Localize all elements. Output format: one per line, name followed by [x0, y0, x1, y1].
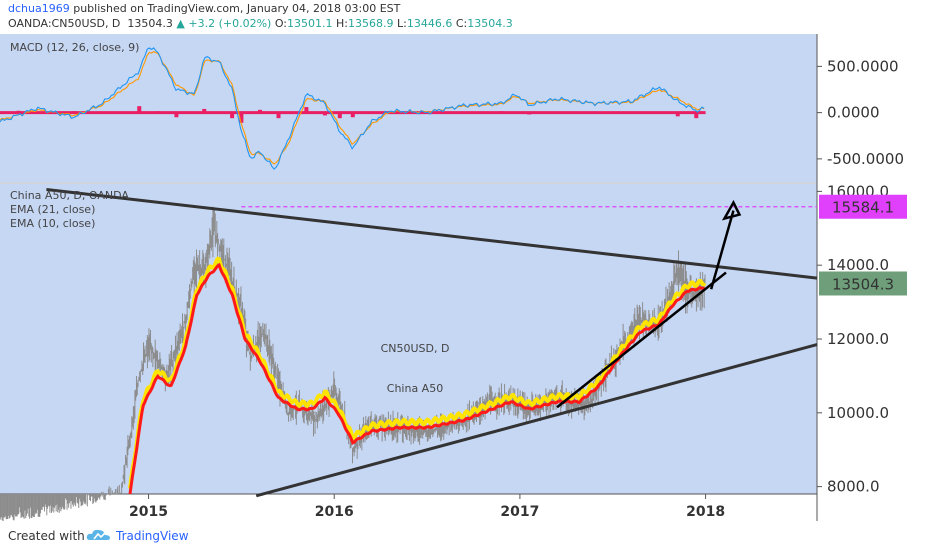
resistance-trendline[interactable]: [46, 188, 818, 280]
name-watermark: China A50: [387, 382, 443, 395]
macd-line: [0, 47, 705, 170]
price-axis-label: 10000.0: [827, 404, 889, 422]
time-axis-label: 2015: [129, 504, 168, 520]
footer: Created with TradingView: [0, 521, 932, 550]
target-price-tag-label: 15584.1: [832, 199, 894, 217]
time-axis-label: 2018: [686, 504, 725, 520]
price-axis-label: 12000.0: [827, 330, 889, 348]
symbol-info: OANDA:CN50USD, D 13504.3 ▲ +3.2 (+0.02%)…: [8, 17, 513, 30]
close-value: 13504.3: [467, 17, 513, 30]
open-label: O:: [274, 17, 287, 30]
publish-header: dchua1969 published on TradingView.com, …: [0, 0, 932, 34]
symbol-label: OANDA:CN50USD, D: [8, 17, 121, 30]
macd-histogram-bar: [276, 112, 281, 119]
steep-trendline[interactable]: [556, 271, 727, 409]
last-price-tag-label: 13504.3: [832, 275, 894, 293]
support-trendline[interactable]: [255, 343, 818, 498]
macd-histogram-bar: [239, 112, 244, 123]
low-label: L:: [396, 17, 407, 30]
pane-separator[interactable]: [0, 182, 932, 184]
macd-histogram-bar: [675, 112, 680, 117]
target-price-tag: [819, 194, 907, 219]
projection-arrow-shaft[interactable]: [709, 210, 735, 290]
macd-axis-label: 500.0000: [827, 57, 899, 75]
macd-histogram-bar: [694, 112, 699, 119]
macd-histogram-bar: [337, 112, 342, 119]
chart-area[interactable]: CN50USD, D China A50 500.0000 0.0000 -500.00…: [0, 34, 932, 521]
macd-histogram-bar: [174, 112, 179, 118]
projection-arrow-head-icon[interactable]: [721, 199, 742, 221]
tradingview-cloud-icon: [86, 529, 110, 540]
macd-histogram-bar: [202, 108, 207, 113]
author-link[interactable]: dchua1969: [8, 2, 70, 15]
last-price-tag: [819, 271, 907, 296]
price-axis-label: 14000.0: [827, 256, 889, 274]
macd-histogram-bar: [350, 112, 355, 118]
macd-histogram-bar: [137, 106, 142, 113]
published-text: published on TradingView.com, January 04…: [69, 2, 401, 15]
open-value: 13501.1: [287, 17, 333, 30]
macd-axis-label: -500.0000: [827, 150, 904, 168]
symbol-watermark: CN50USD, D: [381, 342, 450, 355]
time-axis-label: 2017: [500, 504, 539, 520]
indicator-legend: EMA (21, close): [10, 203, 95, 216]
macd-pane: [0, 34, 817, 182]
price-change: +3.2 (+0.02%): [188, 17, 272, 30]
ema-21-line: [128, 262, 706, 495]
publish-info: dchua1969 published on TradingView.com, …: [8, 2, 400, 15]
high-value: 13568.9: [347, 17, 394, 30]
macd-axis-label: 0.0000: [827, 104, 880, 122]
macd-histogram-bar: [304, 107, 309, 113]
high-label: H:: [336, 17, 348, 30]
created-with-text: Created with: [8, 529, 85, 543]
up-arrow-icon: ▲: [176, 17, 185, 30]
last-price: 13504.3: [127, 17, 173, 30]
price-legend-title: China A50, D, OANDA: [10, 189, 129, 202]
macd-histogram-bar: [230, 112, 235, 119]
close-label: C:: [455, 17, 468, 30]
indicator-legend: EMA (10, close): [10, 217, 95, 230]
macd-legend: MACD (12, 26, close, 9): [10, 41, 139, 54]
tradingview-brand[interactable]: TradingView: [116, 529, 189, 543]
price-axis-label: 8000.0: [827, 478, 880, 496]
time-axis-panel: [0, 494, 817, 521]
time-axis-label: 2016: [315, 504, 354, 520]
low-value: 13446.6: [406, 17, 453, 30]
